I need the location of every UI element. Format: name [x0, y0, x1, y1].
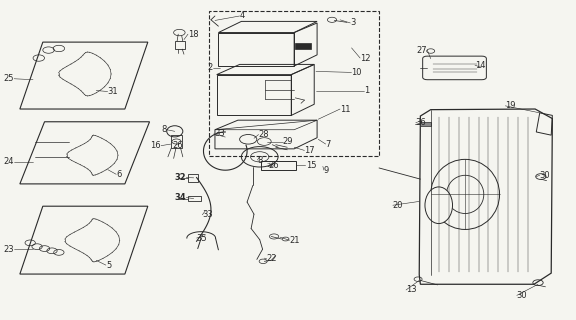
Bar: [420, 123, 431, 125]
Text: 27: 27: [416, 45, 427, 55]
Bar: [175, 41, 185, 49]
Text: 19: 19: [505, 101, 516, 110]
Text: 8: 8: [257, 156, 263, 164]
Text: 32: 32: [175, 173, 186, 182]
Text: 7: 7: [325, 140, 331, 148]
Text: 33: 33: [214, 129, 225, 138]
Text: 13: 13: [406, 285, 416, 294]
Bar: [170, 135, 182, 148]
Text: 6: 6: [116, 170, 122, 179]
Text: 23: 23: [3, 245, 14, 254]
Text: 4: 4: [240, 12, 245, 20]
Bar: [295, 44, 312, 49]
Text: 21: 21: [290, 236, 300, 245]
Text: 15: 15: [306, 161, 316, 170]
Bar: [188, 174, 198, 182]
Text: 3: 3: [350, 19, 356, 28]
Text: 34: 34: [175, 193, 186, 202]
Text: 35: 35: [196, 234, 207, 243]
Text: 25: 25: [3, 74, 14, 83]
Text: 10: 10: [351, 68, 362, 77]
Text: 5: 5: [106, 261, 111, 270]
Text: 14: 14: [475, 60, 486, 69]
Text: 20: 20: [393, 201, 403, 210]
Text: 26: 26: [266, 163, 274, 168]
Text: 9: 9: [324, 166, 329, 175]
Bar: [262, 161, 296, 170]
Text: 12: 12: [360, 53, 370, 62]
Text: 31: 31: [108, 87, 118, 96]
Text: 16: 16: [150, 141, 161, 150]
Text: 18: 18: [188, 30, 199, 39]
Ellipse shape: [425, 187, 453, 224]
Text: 28: 28: [259, 130, 269, 139]
Text: 11: 11: [340, 105, 351, 114]
Text: 30: 30: [540, 171, 550, 180]
Text: 1: 1: [364, 86, 369, 95]
Text: 2: 2: [207, 63, 213, 72]
Text: 33: 33: [202, 210, 213, 219]
Bar: [209, 11, 379, 156]
Text: 26: 26: [268, 161, 279, 170]
Bar: [188, 196, 200, 201]
Text: 17: 17: [305, 146, 315, 155]
Text: 8: 8: [161, 125, 167, 134]
Text: 22: 22: [267, 254, 277, 263]
Text: 30: 30: [517, 291, 528, 300]
Text: 26: 26: [172, 141, 183, 150]
Text: 36: 36: [416, 118, 427, 127]
Text: 29: 29: [283, 137, 293, 146]
Text: 24: 24: [3, 157, 14, 166]
